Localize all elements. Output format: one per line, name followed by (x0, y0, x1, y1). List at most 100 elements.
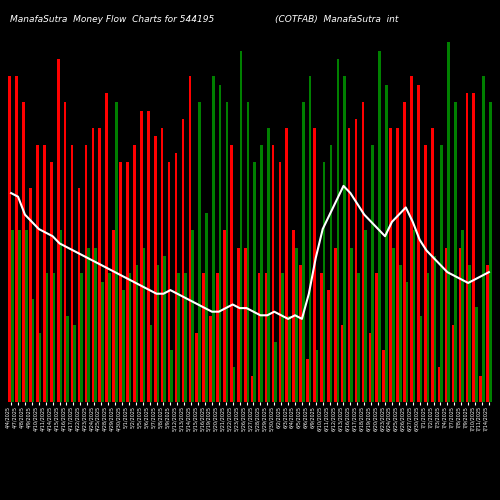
Bar (281, 273, 284, 402)
Bar (202, 273, 205, 402)
Bar (461, 230, 464, 402)
Bar (39, 333, 42, 402)
Bar (188, 76, 191, 402)
Bar (184, 273, 187, 402)
Bar (399, 264, 402, 402)
Bar (210, 316, 212, 402)
Bar (390, 128, 392, 402)
Bar (396, 128, 399, 402)
Bar (371, 145, 374, 402)
Bar (161, 128, 164, 402)
Bar (454, 102, 457, 402)
Bar (452, 324, 454, 402)
Bar (18, 230, 21, 402)
Bar (226, 102, 228, 402)
Bar (29, 188, 32, 402)
Bar (268, 128, 270, 402)
Bar (156, 264, 159, 402)
Bar (50, 162, 52, 402)
Bar (420, 316, 422, 402)
Bar (43, 145, 46, 402)
Bar (288, 316, 290, 402)
Bar (468, 264, 471, 402)
Bar (78, 188, 80, 402)
Bar (260, 145, 263, 402)
Bar (258, 273, 260, 402)
Bar (126, 162, 129, 402)
Bar (142, 248, 146, 402)
Bar (168, 162, 170, 402)
Bar (348, 128, 350, 402)
Bar (178, 273, 180, 402)
Bar (140, 110, 142, 402)
Bar (240, 50, 242, 402)
Bar (412, 230, 416, 402)
Bar (64, 102, 66, 402)
Bar (472, 94, 475, 402)
Bar (8, 76, 11, 402)
Bar (274, 342, 277, 402)
Bar (232, 368, 235, 402)
Bar (147, 110, 150, 402)
Bar (11, 230, 14, 402)
Bar (88, 248, 90, 402)
Bar (300, 264, 302, 402)
Bar (120, 162, 122, 402)
Bar (313, 128, 316, 402)
Bar (129, 273, 132, 402)
Bar (458, 248, 461, 402)
Bar (426, 273, 429, 402)
Bar (57, 60, 59, 402)
Bar (46, 273, 48, 402)
Bar (136, 264, 138, 402)
Bar (334, 248, 336, 402)
Bar (246, 102, 249, 402)
Bar (424, 145, 426, 402)
Bar (94, 248, 97, 402)
Bar (330, 145, 332, 402)
Bar (66, 316, 69, 402)
Bar (74, 324, 76, 402)
Bar (170, 350, 173, 402)
Bar (112, 230, 115, 402)
Bar (84, 145, 87, 402)
Bar (344, 76, 346, 402)
Bar (438, 368, 440, 402)
Bar (212, 76, 214, 402)
Bar (309, 76, 312, 402)
Bar (71, 145, 74, 402)
Bar (286, 128, 288, 402)
Bar (482, 76, 484, 402)
Bar (115, 102, 117, 402)
Bar (327, 290, 330, 402)
Bar (216, 273, 219, 402)
Bar (292, 230, 295, 402)
Bar (410, 76, 412, 402)
Bar (392, 248, 394, 402)
Bar (382, 350, 385, 402)
Bar (295, 248, 298, 402)
Bar (196, 333, 198, 402)
Bar (466, 94, 468, 402)
Bar (98, 128, 101, 402)
Bar (302, 102, 304, 402)
Bar (237, 248, 240, 402)
Bar (154, 136, 156, 402)
Bar (448, 42, 450, 402)
Bar (378, 50, 380, 402)
Bar (244, 248, 246, 402)
Bar (36, 145, 39, 402)
Bar (320, 273, 322, 402)
Bar (25, 230, 28, 402)
Bar (80, 273, 83, 402)
Bar (336, 60, 339, 402)
Bar (164, 256, 166, 402)
Bar (431, 128, 434, 402)
Bar (417, 85, 420, 402)
Bar (385, 85, 388, 402)
Bar (205, 214, 208, 402)
Bar (230, 145, 232, 402)
Bar (106, 94, 108, 402)
Bar (362, 102, 364, 402)
Bar (52, 273, 56, 402)
